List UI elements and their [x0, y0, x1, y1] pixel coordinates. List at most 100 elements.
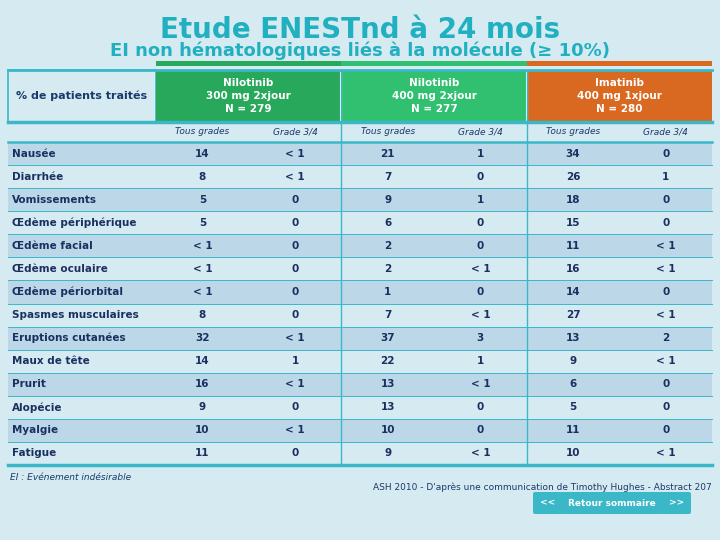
Text: 0: 0 [292, 287, 299, 297]
Text: 5: 5 [570, 402, 577, 413]
Text: EI non hématologiques liés à la molécule (≥ 10%): EI non hématologiques liés à la molécule… [110, 42, 610, 60]
Text: 8: 8 [199, 172, 206, 181]
Text: Eruptions cutanées: Eruptions cutanées [12, 333, 125, 343]
Text: 0: 0 [292, 402, 299, 413]
Text: Grade 3/4: Grade 3/4 [273, 127, 318, 137]
Text: < 1: < 1 [656, 264, 675, 274]
Bar [341, 70, 526, 122]
Text: 9: 9 [199, 402, 206, 413]
Text: 1: 1 [292, 356, 299, 366]
Bar [8, 396, 712, 419]
Text: < 1: < 1 [192, 287, 212, 297]
Text: Etude ENESTnd à 24 mois: Etude ENESTnd à 24 mois [160, 16, 560, 44]
Text: Grade 3/4: Grade 3/4 [643, 127, 688, 137]
Bar [341, 61, 526, 66]
Text: Vomissements: Vomissements [12, 195, 97, 205]
Text: < 1: < 1 [285, 172, 305, 181]
Text: Œdème périorbital: Œdème périorbital [12, 287, 123, 297]
Text: 7: 7 [384, 310, 392, 320]
Text: < 1: < 1 [471, 264, 490, 274]
Text: < 1: < 1 [656, 241, 675, 251]
Text: Prurit: Prurit [12, 379, 46, 389]
FancyBboxPatch shape [662, 492, 691, 514]
Text: 0: 0 [477, 241, 484, 251]
Bar [8, 280, 712, 303]
Text: Fatigue: Fatigue [12, 448, 56, 458]
Text: 9: 9 [384, 448, 391, 458]
Text: 0: 0 [662, 402, 670, 413]
Text: 9: 9 [570, 356, 577, 366]
Text: < 1: < 1 [285, 333, 305, 343]
Text: 0: 0 [292, 218, 299, 228]
Bar [8, 165, 712, 188]
Text: 15: 15 [566, 218, 580, 228]
Bar [156, 61, 341, 66]
Text: Tous grades: Tous grades [361, 127, 415, 137]
Text: 10: 10 [566, 448, 580, 458]
Text: Tous grades: Tous grades [546, 127, 600, 137]
Text: 11: 11 [566, 426, 580, 435]
Text: 2: 2 [384, 241, 391, 251]
Text: 2: 2 [662, 333, 670, 343]
Text: < 1: < 1 [285, 148, 305, 159]
Text: 0: 0 [292, 241, 299, 251]
Bar [8, 211, 712, 234]
Text: 8: 8 [199, 310, 206, 320]
Text: Nausée: Nausée [12, 148, 55, 159]
Text: 11: 11 [566, 241, 580, 251]
Text: 0: 0 [477, 287, 484, 297]
Bar [8, 188, 712, 211]
Text: 6: 6 [384, 218, 391, 228]
Text: 0: 0 [662, 287, 670, 297]
Text: 0: 0 [477, 402, 484, 413]
Bar [8, 303, 712, 327]
Bar [8, 258, 712, 280]
Text: 0: 0 [292, 448, 299, 458]
Text: 14: 14 [195, 148, 210, 159]
Text: Œdème oculaire: Œdème oculaire [12, 264, 108, 274]
Text: 21: 21 [380, 148, 395, 159]
Bar [8, 142, 712, 165]
Text: 9: 9 [384, 195, 391, 205]
Text: < 1: < 1 [192, 241, 212, 251]
Text: 5: 5 [199, 195, 206, 205]
Text: 1: 1 [477, 356, 484, 366]
Bar [526, 70, 712, 122]
Text: 0: 0 [477, 172, 484, 181]
Bar [8, 234, 712, 258]
Text: 26: 26 [566, 172, 580, 181]
Text: 34: 34 [566, 148, 580, 159]
Text: Nilotinib
400 mg 2xjour
N = 277: Nilotinib 400 mg 2xjour N = 277 [392, 78, 477, 114]
Text: % de patients traités: % de patients traités [17, 91, 148, 102]
Text: Maux de tête: Maux de tête [12, 356, 90, 366]
Text: 0: 0 [292, 310, 299, 320]
Text: < 1: < 1 [656, 356, 675, 366]
Text: Spasmes musculaires: Spasmes musculaires [12, 310, 139, 320]
Text: Nilotinib
300 mg 2xjour
N = 279: Nilotinib 300 mg 2xjour N = 279 [207, 78, 291, 114]
Text: 0: 0 [662, 148, 670, 159]
Text: 0: 0 [477, 218, 484, 228]
Text: Myalgie: Myalgie [12, 426, 58, 435]
Text: 0: 0 [292, 195, 299, 205]
Text: 7: 7 [384, 172, 392, 181]
Text: 32: 32 [195, 333, 210, 343]
Text: 22: 22 [380, 356, 395, 366]
Text: 13: 13 [566, 333, 580, 343]
Text: 1: 1 [477, 148, 484, 159]
Text: 0: 0 [662, 379, 670, 389]
Text: 27: 27 [566, 310, 580, 320]
Text: Alopécie: Alopécie [12, 402, 63, 413]
Text: 16: 16 [195, 379, 210, 389]
Text: 11: 11 [195, 448, 210, 458]
Text: 13: 13 [380, 402, 395, 413]
Bar [8, 419, 712, 442]
Bar [156, 70, 341, 122]
Bar [8, 373, 712, 396]
Bar [526, 61, 712, 66]
Bar [8, 122, 712, 142]
Text: 16: 16 [566, 264, 580, 274]
Text: 0: 0 [292, 264, 299, 274]
Text: 0: 0 [477, 426, 484, 435]
Text: Tous grades: Tous grades [175, 127, 230, 137]
Text: 5: 5 [199, 218, 206, 228]
